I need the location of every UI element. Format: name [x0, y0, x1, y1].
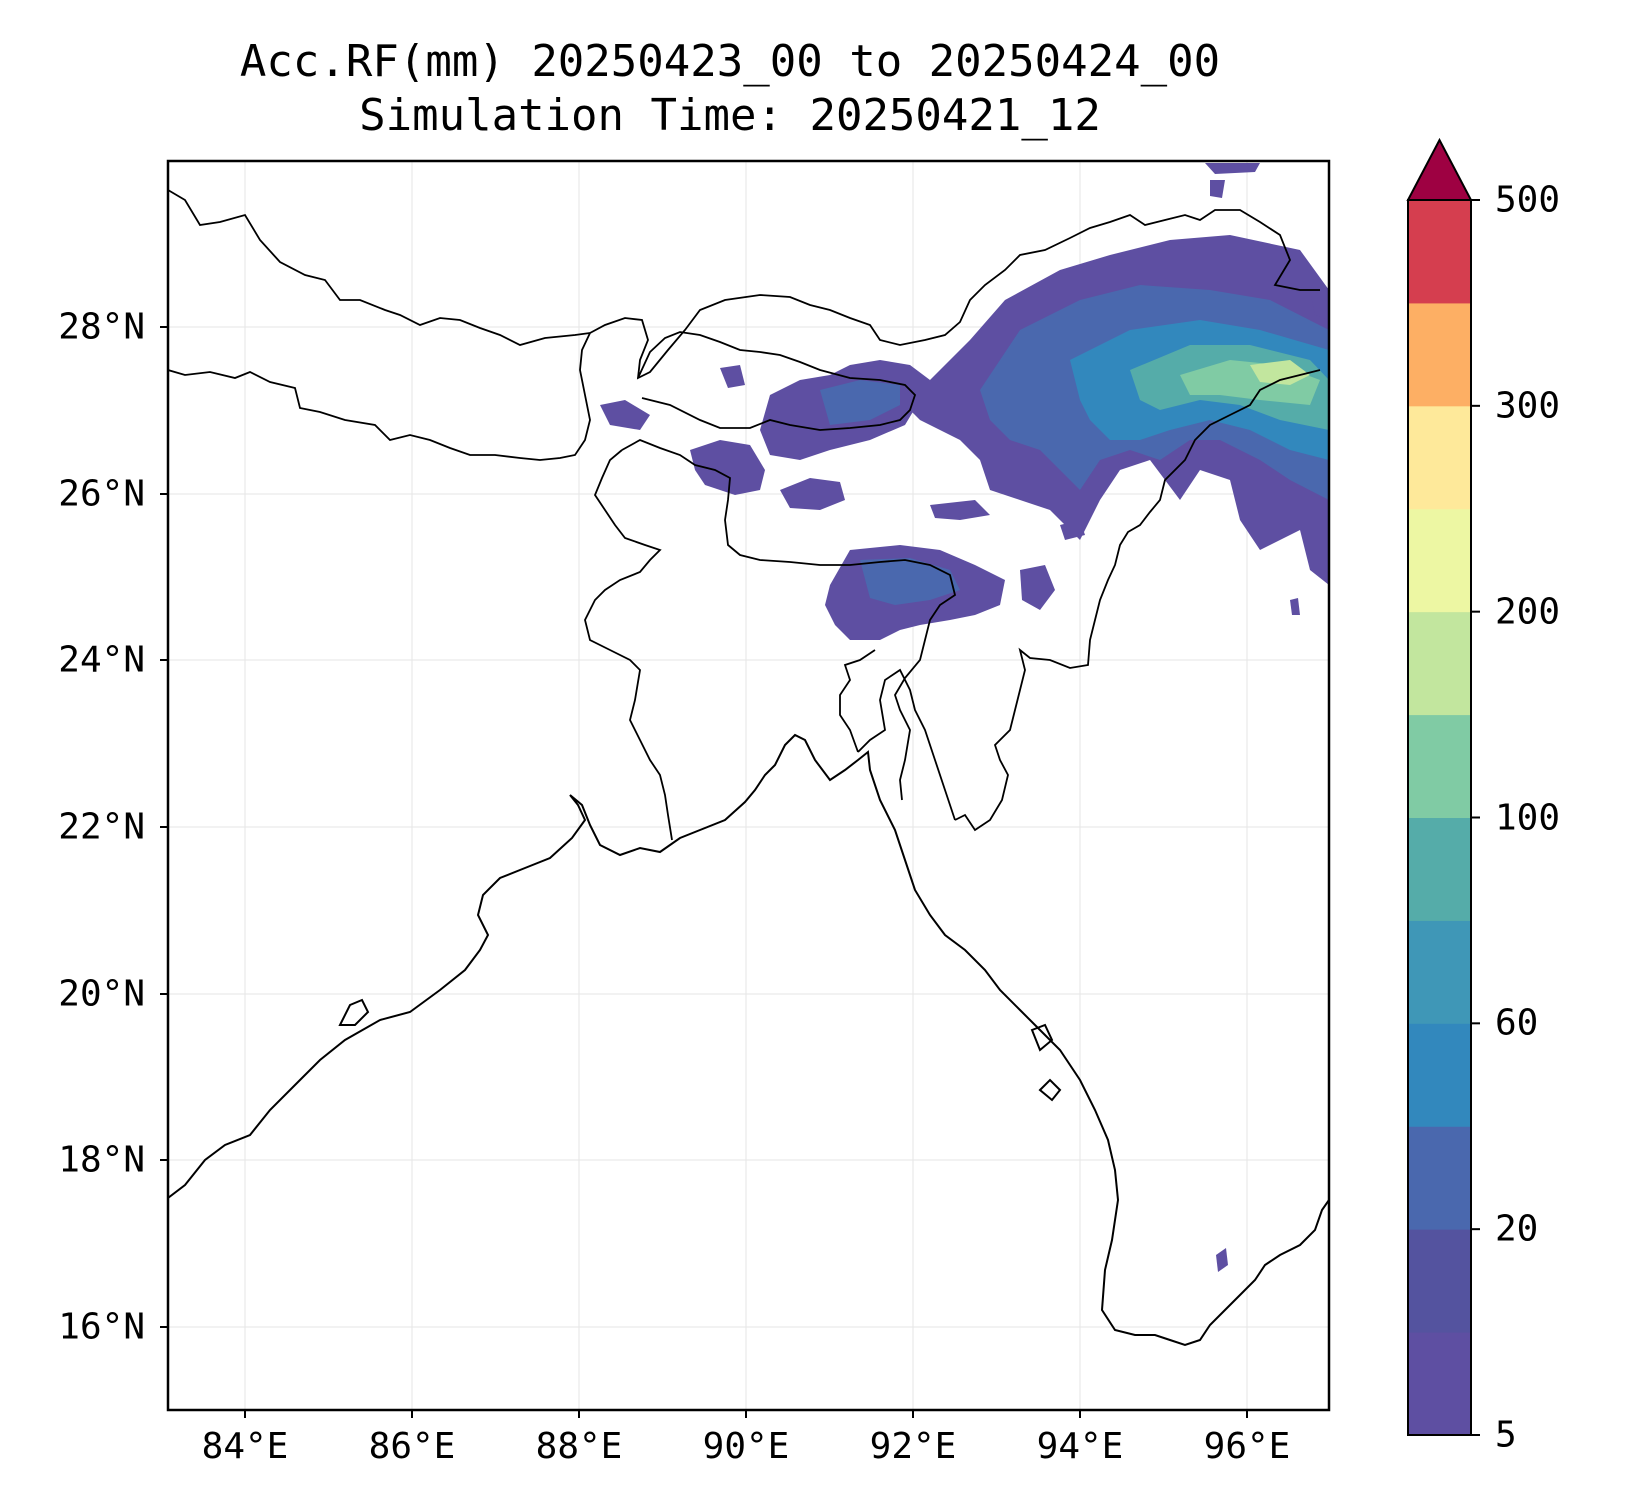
tick-marks: [160, 326, 1248, 1418]
colorbar-segment: [1408, 1023, 1471, 1127]
x-tick-label: 86°E: [368, 1426, 456, 1467]
x-tick-label: 96°E: [1203, 1426, 1291, 1467]
x-tick-label: 90°E: [702, 1426, 790, 1467]
y-tick-label: 22°N: [58, 806, 145, 848]
x-tick-label: 88°E: [535, 1426, 623, 1467]
map-subtitle: Simulation Time: 20250421_12: [359, 90, 1101, 141]
map-title: Acc.RF(mm) 20250423_00 to 20250424_00: [239, 36, 1221, 87]
y-tick-label: 26°N: [58, 473, 145, 515]
colorbar-segment: [1408, 1332, 1471, 1436]
y-tick-label: 24°N: [58, 639, 145, 681]
y-tick-label: 28°N: [58, 306, 145, 348]
x-tick-label: 92°E: [869, 1426, 957, 1467]
country-borders: [168, 189, 1321, 841]
colorbar-segment: [1408, 508, 1471, 613]
colorbar-extend-arrow: [1406, 137, 1473, 201]
y-tick-label: 18°N: [58, 1139, 145, 1181]
colorbar-tick-label: 500: [1495, 179, 1561, 221]
colorbar-tick-label: 200: [1495, 591, 1561, 633]
y-tick-label: 16°N: [58, 1306, 145, 1348]
x-tick-label: 94°E: [1036, 1426, 1124, 1467]
colorbar-tick-label: 5: [1495, 1414, 1517, 1456]
rainfall-region-northeast-150: [1250, 360, 1310, 385]
colorbar-tick-label: 20: [1495, 1208, 1539, 1250]
colorbar-segment: [1408, 405, 1471, 510]
colorbar-segment: [1408, 817, 1471, 921]
colorbar-segment: [1408, 302, 1471, 407]
coastline: [168, 733, 1329, 1347]
colorbar-segment: [1408, 611, 1471, 716]
colorbar-tick-label: 300: [1495, 385, 1561, 427]
colorbar-tick-label: 60: [1495, 1002, 1539, 1044]
colorbar-segment: [1408, 714, 1471, 818]
rainfall-fill: [600, 163, 1329, 1272]
colorbar-segment: [1408, 920, 1471, 1024]
x-tick-label: 84°E: [201, 1426, 289, 1467]
colorbar-segment: [1408, 1126, 1471, 1230]
colorbar-segment: [1408, 1229, 1471, 1333]
map-frame: [166, 159, 1331, 1412]
colorbar-segment: [1408, 200, 1471, 304]
y-tick-label: 20°N: [58, 973, 145, 1015]
colorbar-tick-label: 100: [1495, 797, 1561, 838]
colorbar: [1406, 137, 1480, 1436]
